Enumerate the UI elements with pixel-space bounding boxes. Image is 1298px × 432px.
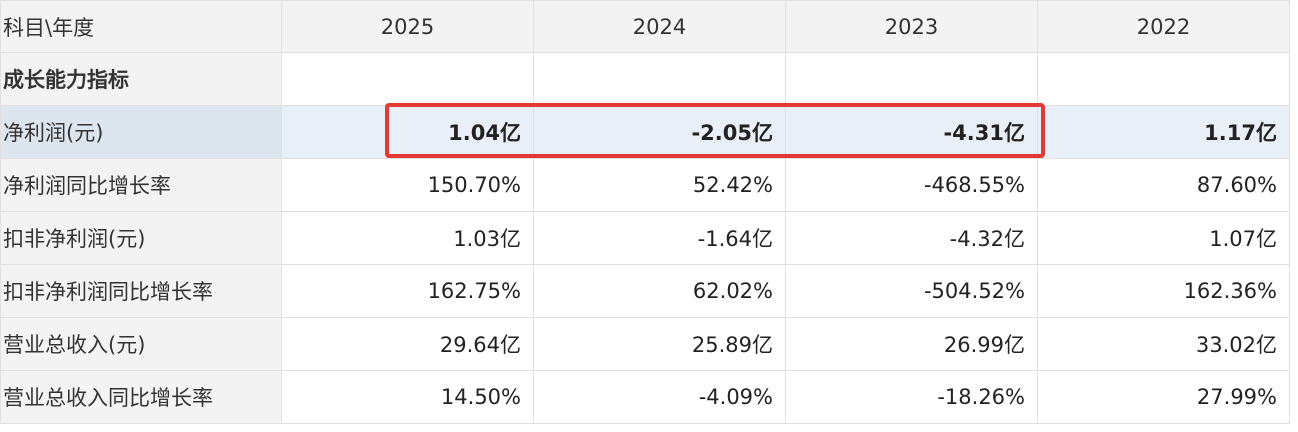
row-value: 52.42% <box>533 158 786 212</box>
table-row: 营业总收入同比增长率 14.50% -4.09% -18.26% 27.99% <box>0 370 1290 424</box>
row-value: -4.09% <box>533 370 786 424</box>
table-row: 扣非净利润(元) 1.03亿 -1.64亿 -4.32亿 1.07亿 <box>0 211 1290 265</box>
row-value: -4.32亿 <box>785 211 1038 265</box>
header-year[interactable]: 2022 <box>1037 0 1290 53</box>
row-value: 33.02亿 <box>1037 317 1290 371</box>
empty-cell <box>1037 52 1290 106</box>
header-year[interactable]: 2025 <box>281 0 534 53</box>
row-value: -1.64亿 <box>533 211 786 265</box>
row-value: -504.52% <box>785 264 1038 318</box>
row-value: 1.04亿 <box>281 105 534 159</box>
row-value: 87.60% <box>1037 158 1290 212</box>
row-value: 62.02% <box>533 264 786 318</box>
row-label: 净利润(元) <box>0 105 282 159</box>
row-value: 162.75% <box>281 264 534 318</box>
table-row: 净利润(元) 1.04亿 -2.05亿 -4.31亿 1.17亿 <box>0 105 1290 159</box>
row-value: 1.17亿 <box>1037 105 1290 159</box>
row-value: -18.26% <box>785 370 1038 424</box>
row-value: 1.03亿 <box>281 211 534 265</box>
table-header-row: 科目\年度 2025 2024 2023 2022 <box>0 0 1290 53</box>
section-title: 成长能力指标 <box>0 52 282 106</box>
header-year[interactable]: 2024 <box>533 0 786 53</box>
row-value: -468.55% <box>785 158 1038 212</box>
table-row: 净利润同比增长率 150.70% 52.42% -468.55% 87.60% <box>0 158 1290 212</box>
row-value: 1.07亿 <box>1037 211 1290 265</box>
header-year[interactable]: 2023 <box>785 0 1038 53</box>
empty-cell <box>281 52 534 106</box>
row-value: -4.31亿 <box>785 105 1038 159</box>
row-label: 营业总收入同比增长率 <box>0 370 282 424</box>
row-value: 27.99% <box>1037 370 1290 424</box>
row-value: 29.64亿 <box>281 317 534 371</box>
financial-table: 科目\年度 2025 2024 2023 2022 成长能力指标 净利润(元) 1… <box>0 0 1290 424</box>
table-row: 营业总收入(元) 29.64亿 25.89亿 26.99亿 33.02亿 <box>0 317 1290 371</box>
row-value: 26.99亿 <box>785 317 1038 371</box>
row-value: 14.50% <box>281 370 534 424</box>
row-value: 25.89亿 <box>533 317 786 371</box>
row-value: -2.05亿 <box>533 105 786 159</box>
section-row: 成长能力指标 <box>0 52 1290 106</box>
row-label: 净利润同比增长率 <box>0 158 282 212</box>
empty-cell <box>785 52 1038 106</box>
row-value: 150.70% <box>281 158 534 212</box>
empty-cell <box>533 52 786 106</box>
table-row: 扣非净利润同比增长率 162.75% 62.02% -504.52% 162.36% <box>0 264 1290 318</box>
row-value: 162.36% <box>1037 264 1290 318</box>
row-label: 扣非净利润(元) <box>0 211 282 265</box>
row-label: 扣非净利润同比增长率 <box>0 264 282 318</box>
header-label: 科目\年度 <box>0 0 282 53</box>
row-label: 营业总收入(元) <box>0 317 282 371</box>
